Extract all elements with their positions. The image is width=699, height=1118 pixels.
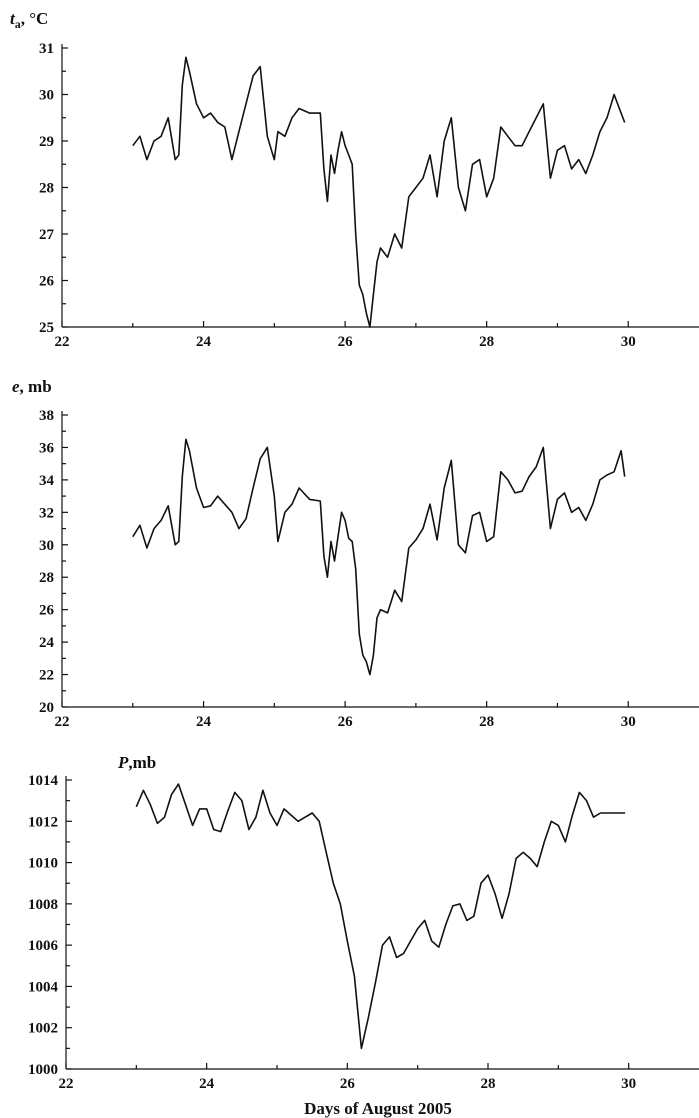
y-tick-label: 1000: [28, 1062, 58, 1078]
y-tick-label: 1008: [28, 897, 58, 913]
y-tick-label: 36: [39, 440, 55, 456]
y-tick-label: 31: [39, 41, 54, 57]
y-tick-label: 28: [39, 570, 54, 586]
y-tick-label: 26: [39, 274, 55, 290]
x-tick-label: 30: [621, 714, 636, 730]
y-tick-label: 38: [39, 408, 54, 424]
x-tick-label: 26: [338, 714, 354, 730]
x-tick-label: 24: [196, 714, 212, 730]
y-tick-label: 32: [39, 505, 54, 521]
y-tick-label: 1012: [28, 814, 58, 830]
y-tick-label: 27: [39, 227, 55, 243]
y-tick-label: 1006: [28, 938, 59, 954]
x-tick-label: 22: [59, 1076, 74, 1092]
x-tick-label: 28: [479, 334, 494, 350]
x-tick-label: 26: [338, 334, 354, 350]
y-tick-label: 28: [39, 181, 54, 197]
x-tick-label: 28: [481, 1076, 496, 1092]
x-tick-label: 24: [196, 334, 212, 350]
y-tick-label: 24: [39, 635, 55, 651]
y-tick-label: 1010: [28, 856, 58, 872]
y-axis-label: ta, °C: [10, 9, 48, 31]
y-tick-label: 30: [39, 538, 54, 554]
y-axis-label: P,mb: [117, 753, 156, 772]
y-axis-label: e, mb: [12, 377, 52, 396]
y-tick-label: 22: [39, 668, 54, 684]
y-tick-label: 1002: [28, 1021, 58, 1037]
y-tick-label: 26: [39, 603, 55, 619]
series-line-1: [132, 56, 626, 328]
y-tick-label: 34: [39, 473, 55, 489]
y-tick-label: 20: [39, 700, 54, 716]
series-line-1: [135, 783, 626, 1050]
x-tick-label: 30: [621, 1076, 636, 1092]
y-tick-label: 29: [39, 134, 54, 150]
chart-panel-3: 1000 1002 1004 1006 1008 1010 1012 1014 22 24 26 28…: [28, 753, 699, 1118]
x-tick-label: 22: [55, 334, 70, 350]
x-tick-label: 26: [340, 1076, 356, 1092]
x-axis-label: Days of August 2005: [304, 1099, 452, 1118]
y-tick-label: 25: [39, 320, 54, 336]
x-tick-label: 28: [479, 714, 494, 730]
y-tick-label: 30: [39, 88, 54, 104]
x-tick-label: 24: [199, 1076, 215, 1092]
x-tick-label: 22: [55, 714, 70, 730]
x-tick-label: 30: [621, 334, 636, 350]
chart-panel-1: 25 26 27 28 29 30 31 22 24 26 28 30 ta, °C: [10, 9, 699, 350]
y-tick-label: 1004: [28, 979, 59, 995]
series-line-1: [132, 438, 626, 676]
y-tick-label: 1014: [28, 773, 59, 789]
